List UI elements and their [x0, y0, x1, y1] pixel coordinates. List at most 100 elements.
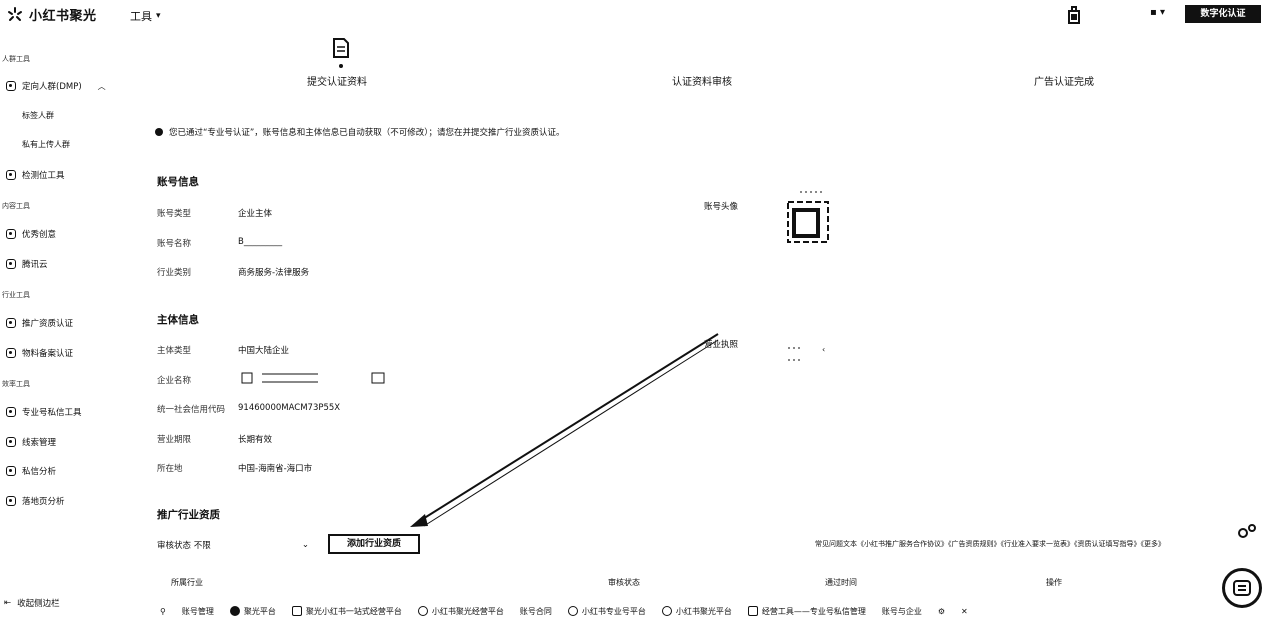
chat-button[interactable]	[1222, 568, 1262, 608]
location-label: 所在地	[157, 464, 183, 474]
step-review: 认证资料审核	[672, 77, 732, 88]
bookmark-dm[interactable]: 经营工具——专业号私信管理	[747, 606, 866, 617]
tools-menu-label: 工具	[130, 10, 152, 23]
bookmark-account[interactable]: 账号管理	[181, 606, 214, 616]
step-submit: 提交认证资料	[307, 77, 367, 88]
business-term-label: 营业期限	[157, 435, 192, 445]
status-select[interactable]: 审核状态 不限 ⌄	[157, 540, 309, 551]
bookmarks-bar: ⚲ 账号管理 聚光平台 聚光小红书一站式经营平台 小红书聚光经营平台 账号合同 …	[160, 602, 984, 620]
account-type-value: 企业主体	[238, 209, 273, 219]
entity-type-label: 主体类型	[157, 346, 192, 356]
chevron-down-icon: ⌄	[301, 540, 309, 550]
business-term-value: 长期有效	[238, 435, 273, 445]
collapse-icon: ⇤	[4, 598, 12, 608]
logo-icon	[8, 6, 22, 21]
sidebar-item-private-upload[interactable]: 私有上传人群	[22, 140, 70, 149]
credit-code-value: 91460000MACM73P55X	[238, 403, 341, 413]
bookmark-enterprise[interactable]: 账号与企业	[881, 606, 922, 616]
sidebar-item-cloud[interactable]: 腾讯云	[6, 258, 48, 270]
sidebar-group-audience: 人群工具	[2, 55, 30, 63]
col-actions: 操作	[1046, 578, 1062, 587]
company-name-redacted	[238, 372, 388, 389]
qualification-section-title: 推广行业资质	[157, 509, 220, 521]
app-logo[interactable]: 小红书聚光	[6, 5, 97, 24]
site-icon	[661, 606, 672, 616]
location-value: 中国-海南省-海口市	[238, 464, 313, 474]
entity-type-value: 中国大陆企业	[238, 346, 290, 356]
license-image: ‹	[788, 345, 825, 361]
chevron-down-icon: ▾	[156, 11, 161, 21]
sidebar-item-creative[interactable]: 优秀创意	[6, 228, 56, 240]
sidebar-group-industry: 行业工具	[2, 291, 30, 299]
svg-text:‹: ‹	[822, 345, 825, 354]
site-icon	[567, 606, 578, 616]
leads-icon	[6, 437, 16, 447]
analysis-icon	[6, 466, 16, 476]
sidebar-group-content: 内容工具	[2, 202, 30, 210]
sidebar-item-dm-tool[interactable]: 专业号私信工具	[6, 406, 82, 418]
site-icon	[229, 606, 240, 616]
cloud-icon	[6, 259, 16, 269]
bell-icon[interactable]	[1066, 5, 1082, 25]
sidebar-item-detect-tool[interactable]: 检测位工具	[6, 169, 65, 181]
bookmark-platform[interactable]: 小红书聚光平台	[661, 606, 732, 617]
bookmark-onestop[interactable]: 聚光小红书一站式经营平台	[291, 606, 402, 617]
col-industry: 所属行业	[171, 578, 203, 587]
redacted-mark	[241, 372, 385, 384]
tools-menu[interactable]: 工具 ▾	[130, 8, 161, 24]
bookmark-pro[interactable]: 小红书专业号平台	[567, 606, 646, 617]
sidebar-item-landing[interactable]: 落地页分析	[6, 495, 65, 507]
message-icon	[6, 407, 16, 417]
industry-label: 行业类别	[157, 268, 192, 278]
creative-icon	[6, 229, 16, 239]
chevron-up-icon: ︿	[97, 81, 106, 91]
notice-banner: 您已通过“专业号认证”，账号信息和主体信息已自动获取（不可修改）；请您在并提交推…	[155, 126, 565, 138]
account-section-title: 账号信息	[157, 176, 199, 188]
company-name-label: 企业名称	[157, 376, 192, 386]
help-links[interactable]: 常见问题文本《小红书推广服务合作协议》《广告资质规则》《行业准入要求一览表》《资…	[815, 540, 1165, 548]
sidebar-item-dm-analysis[interactable]: 私信分析	[6, 465, 56, 477]
chat-icon	[1233, 580, 1251, 596]
account-name-value: B_________	[238, 237, 283, 247]
collapse-sidebar-button[interactable]: ⇤ 收起侧边栏	[4, 598, 60, 609]
avatar	[787, 191, 829, 243]
bookmark-juguang[interactable]: 聚光平台	[229, 606, 276, 617]
bookmark-business[interactable]: 小红书聚光经营平台	[417, 606, 504, 617]
close-icon[interactable]: ✕	[961, 606, 968, 616]
detect-icon	[6, 170, 16, 180]
avatar-label: 账号头像	[704, 202, 739, 212]
sidebar-item-material-cert[interactable]: 物料备案认证	[6, 347, 73, 359]
top-bar: 小红书聚光 工具 ▾ ▪ ▾ 数字化认证	[0, 0, 1276, 30]
account-name-label: 账号名称	[157, 239, 192, 249]
user-dropdown[interactable]: ▪ ▾	[1150, 7, 1165, 18]
cert-icon	[6, 318, 16, 328]
sidebar-item-promo-cert[interactable]: 推广资质认证	[6, 317, 73, 329]
material-icon	[6, 348, 16, 358]
site-icon	[747, 606, 758, 616]
settings-icon[interactable]: ⚙	[937, 606, 946, 616]
account-type-label: 账号类型	[157, 209, 192, 219]
add-qualification-button[interactable]: 添加行业资质	[328, 534, 420, 554]
app-name: 小红书聚光	[29, 9, 97, 24]
col-status: 审核状态	[608, 578, 640, 587]
sidebar-group-efficiency: 效率工具	[2, 380, 30, 388]
target-icon	[6, 81, 16, 91]
sidebar-item-leads[interactable]: 线索管理	[6, 436, 56, 448]
site-icon	[291, 606, 302, 616]
support-icon[interactable]	[1236, 522, 1258, 540]
sidebar: 人群工具 定向人群(DMP) ︿ 标签人群 私有上传人群 检测位工具 内容工具 …	[0, 30, 130, 640]
info-icon	[155, 128, 163, 136]
bookmark-contract[interactable]: 账号合同	[519, 606, 552, 616]
credit-code-label: 统一社会信用代码	[157, 405, 226, 415]
step-indicator	[339, 64, 343, 68]
search-icon[interactable]: ⚲	[160, 606, 166, 616]
document-icon	[333, 38, 349, 58]
license-label: 营业执照	[704, 340, 739, 350]
sidebar-item-dmp[interactable]: 定向人群(DMP) ︿	[6, 80, 106, 92]
sidebar-item-tag-audience[interactable]: 标签人群	[22, 111, 54, 120]
step-complete: 广告认证完成	[1034, 77, 1094, 88]
entity-section-title: 主体信息	[157, 314, 199, 326]
site-icon	[417, 606, 428, 616]
landing-icon	[6, 496, 16, 506]
certify-button[interactable]: 数字化认证	[1185, 5, 1261, 23]
